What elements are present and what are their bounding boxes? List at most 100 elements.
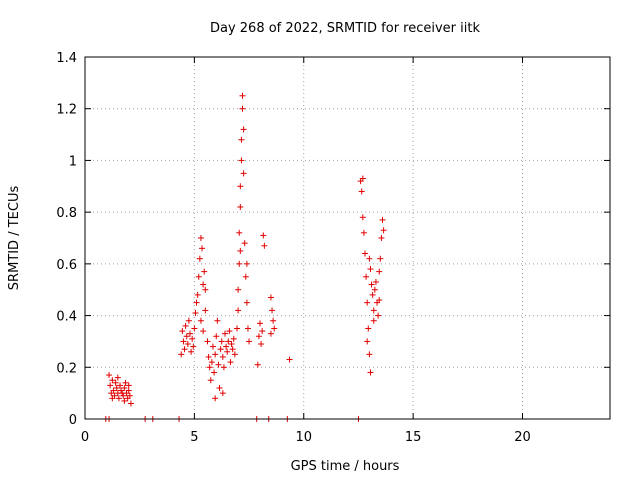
x-axis-label: GPS time / hours (291, 459, 400, 474)
data-point (121, 397, 128, 404)
y-tick-label: 1 (69, 154, 77, 169)
data-point (220, 364, 227, 371)
chart-title: Day 268 of 2022, SRMTID for receiver iit… (210, 21, 480, 36)
data-point (242, 273, 249, 280)
data-point (199, 245, 206, 252)
data-point (197, 235, 204, 241)
data-point (367, 266, 374, 273)
data-point (222, 330, 228, 337)
y-tick-label: 0.8 (56, 206, 77, 221)
data-point (365, 325, 372, 332)
data-point (182, 322, 189, 329)
data-point (216, 384, 223, 391)
data-point (240, 126, 247, 133)
data-point (212, 395, 219, 402)
data-point (113, 384, 120, 391)
data-point (239, 92, 246, 99)
data-point (226, 328, 233, 335)
data-point (212, 351, 219, 358)
data-point (188, 348, 195, 355)
data-point (359, 214, 366, 221)
data-point (364, 299, 371, 306)
data-point (218, 338, 225, 345)
data-point (370, 317, 377, 324)
data-point (259, 328, 266, 335)
data-point (224, 348, 231, 355)
data-point (238, 136, 245, 143)
data-point (189, 335, 196, 342)
data-point (254, 361, 261, 368)
data-point (377, 255, 384, 262)
data-point (214, 317, 221, 324)
data-point (376, 297, 383, 304)
y-tick-label: 0.4 (56, 310, 77, 325)
data-point (366, 351, 373, 358)
x-tick-label: 10 (295, 430, 312, 445)
y-tick-label: 1.4 (56, 51, 77, 66)
x-tick-label: 20 (514, 430, 531, 445)
data-point (359, 175, 366, 182)
data-point (271, 325, 278, 332)
data-point (368, 281, 375, 288)
grid (85, 57, 610, 419)
data-point (243, 260, 250, 267)
data-point (360, 229, 367, 236)
data-point (363, 273, 370, 280)
data-point (184, 341, 191, 348)
data-point (227, 359, 234, 366)
data-point (237, 203, 244, 210)
data-point (179, 328, 186, 335)
data-point (270, 317, 277, 324)
data-point (201, 268, 208, 275)
data-point (213, 333, 220, 340)
data-points (102, 92, 387, 422)
y-tick-label: 0.2 (56, 361, 77, 376)
data-point (111, 392, 118, 399)
data-point (187, 330, 193, 337)
data-point (371, 286, 378, 293)
data-point (121, 384, 128, 391)
data-point (195, 273, 202, 280)
data-point (240, 170, 247, 177)
data-point (106, 372, 113, 379)
y-tick-label: 0 (69, 413, 77, 428)
data-point (204, 338, 211, 345)
data-point (364, 338, 371, 345)
data-point (197, 317, 204, 324)
y-tick-label: 1.2 (56, 103, 77, 118)
data-point (211, 369, 218, 376)
data-point (228, 341, 235, 348)
data-point (117, 382, 123, 389)
data-point (367, 369, 374, 376)
data-point (375, 312, 382, 319)
data-point (255, 333, 262, 340)
data-point (219, 353, 226, 360)
data-point (260, 232, 267, 239)
x-tick-label: 5 (190, 430, 198, 445)
data-point (122, 379, 129, 386)
data-point (127, 400, 134, 407)
data-point (366, 255, 373, 262)
data-point (269, 307, 276, 314)
data-point (235, 307, 242, 314)
data-point (180, 338, 187, 345)
data-point (370, 307, 377, 314)
data-point (208, 359, 215, 366)
data-point (235, 286, 242, 293)
data-point (219, 390, 226, 397)
data-point (223, 343, 230, 350)
data-point (261, 242, 268, 249)
data-point (376, 268, 383, 275)
data-point (115, 395, 122, 402)
data-point (107, 382, 114, 389)
plot-frame (84, 56, 611, 420)
data-point (125, 387, 132, 394)
data-point (225, 338, 232, 345)
data-point (114, 374, 121, 381)
data-point (378, 235, 385, 241)
data-point (206, 364, 213, 371)
data-point (238, 157, 245, 164)
data-point (181, 346, 188, 353)
data-point (205, 353, 212, 360)
data-point (239, 105, 246, 112)
